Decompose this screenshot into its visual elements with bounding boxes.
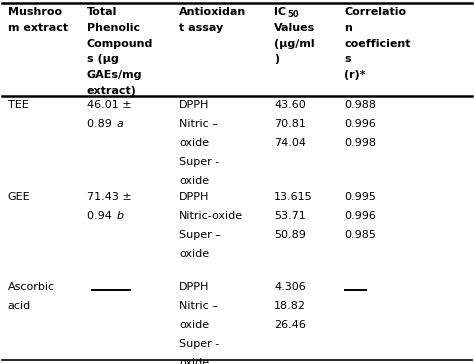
Text: Super –: Super – bbox=[179, 230, 221, 240]
Text: 70.81: 70.81 bbox=[274, 119, 306, 129]
Text: b: b bbox=[116, 211, 123, 221]
Text: ): ) bbox=[274, 54, 279, 64]
Text: (r)*: (r)* bbox=[344, 70, 366, 80]
Text: 0.985: 0.985 bbox=[344, 230, 376, 240]
Text: 74.04: 74.04 bbox=[274, 138, 306, 148]
Text: Nitric –: Nitric – bbox=[179, 301, 218, 311]
Text: Phenolic: Phenolic bbox=[87, 23, 140, 33]
Text: 0.996: 0.996 bbox=[344, 211, 376, 221]
Text: Total: Total bbox=[87, 7, 117, 17]
Text: DPPH: DPPH bbox=[179, 192, 210, 202]
Text: 43.60: 43.60 bbox=[274, 100, 306, 110]
Text: coefficient: coefficient bbox=[344, 39, 410, 48]
Text: 50: 50 bbox=[287, 10, 299, 19]
Text: Nitric-oxide: Nitric-oxide bbox=[179, 211, 243, 221]
Text: oxide: oxide bbox=[179, 320, 210, 330]
Text: Mushroo: Mushroo bbox=[8, 7, 62, 17]
Text: 53.71: 53.71 bbox=[274, 211, 306, 221]
Text: 71.43 ±: 71.43 ± bbox=[87, 192, 131, 202]
Text: TEE: TEE bbox=[8, 100, 28, 110]
Text: acid: acid bbox=[8, 301, 31, 311]
Text: DPPH: DPPH bbox=[179, 100, 210, 110]
Text: Correlatio: Correlatio bbox=[344, 7, 406, 17]
Text: DPPH: DPPH bbox=[179, 282, 210, 292]
Text: GEE: GEE bbox=[8, 192, 30, 202]
Text: 0.988: 0.988 bbox=[344, 100, 376, 110]
Text: oxide: oxide bbox=[179, 176, 210, 186]
Text: 18.82: 18.82 bbox=[274, 301, 306, 311]
Text: 46.01 ±: 46.01 ± bbox=[87, 100, 131, 110]
Text: a: a bbox=[116, 119, 123, 129]
Text: n: n bbox=[344, 23, 352, 33]
Text: 0.89: 0.89 bbox=[87, 119, 115, 129]
Text: 0.996: 0.996 bbox=[344, 119, 376, 129]
Text: 0.998: 0.998 bbox=[344, 138, 376, 148]
Text: (μg/ml: (μg/ml bbox=[274, 39, 315, 48]
Text: 0.94: 0.94 bbox=[87, 211, 115, 221]
Text: Super -: Super - bbox=[179, 339, 219, 349]
Text: s: s bbox=[344, 54, 351, 64]
Text: s (μg: s (μg bbox=[87, 54, 118, 64]
Text: Ascorbic: Ascorbic bbox=[8, 282, 55, 292]
Text: 0.995: 0.995 bbox=[344, 192, 376, 202]
Text: 13.615: 13.615 bbox=[274, 192, 312, 202]
Text: Values: Values bbox=[274, 23, 315, 33]
Text: IC: IC bbox=[274, 7, 286, 17]
Text: GAEs/mg: GAEs/mg bbox=[87, 70, 142, 80]
Text: Nitric –: Nitric – bbox=[179, 119, 218, 129]
Text: Compound: Compound bbox=[87, 39, 153, 48]
Text: 50.89: 50.89 bbox=[274, 230, 306, 240]
Text: Antioxidan: Antioxidan bbox=[179, 7, 246, 17]
Text: t assay: t assay bbox=[179, 23, 223, 33]
Text: m extract: m extract bbox=[8, 23, 68, 33]
Text: 4.306: 4.306 bbox=[274, 282, 306, 292]
Text: oxide: oxide bbox=[179, 358, 210, 364]
Text: Super -: Super - bbox=[179, 157, 219, 167]
Text: 26.46: 26.46 bbox=[274, 320, 306, 330]
Text: oxide: oxide bbox=[179, 249, 210, 259]
Text: oxide: oxide bbox=[179, 138, 210, 148]
Text: extract): extract) bbox=[87, 86, 137, 95]
